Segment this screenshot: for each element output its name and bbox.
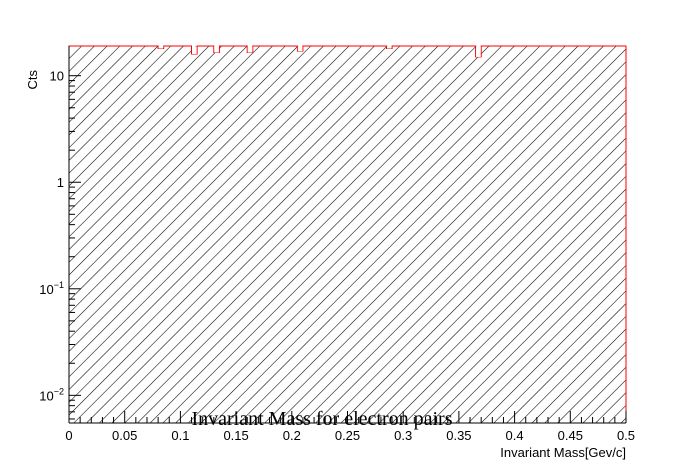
histogram-bin-gap — [158, 46, 164, 49]
histogram-bin-gap — [192, 46, 197, 54]
y-tick-label: 10 — [50, 69, 64, 84]
x-tick-label: 0 — [65, 428, 72, 443]
x-tick-label: 0.45 — [558, 428, 583, 443]
x-tick-label: 0.3 — [394, 428, 412, 443]
x-tick-label: 0.25 — [335, 428, 360, 443]
y-axis-label: Cts — [25, 70, 40, 90]
y-tick-label: 10−1 — [39, 280, 64, 297]
x-tick-label: 0.1 — [171, 428, 189, 443]
y-tick-label: 10−2 — [39, 386, 64, 403]
chart-title: Invariant Mass for electron pairs — [191, 408, 452, 430]
histogram-bin-gap — [297, 46, 303, 52]
y-tick-label: 1 — [57, 175, 64, 190]
x-tick-label: 0.05 — [112, 428, 137, 443]
histogram-bin-gap — [476, 46, 481, 57]
histogram-bin-gap — [214, 46, 219, 53]
x-tick-label: 0.5 — [617, 428, 635, 443]
histogram-fill — [69, 46, 626, 423]
histogram-bin-gap — [386, 46, 392, 49]
histogram-bin-gap — [247, 46, 253, 53]
x-tick-label: 0.2 — [283, 428, 301, 443]
x-axis-label: Invariant Mass[Gev/c] — [500, 445, 626, 460]
x-tick-label: 0.4 — [506, 428, 524, 443]
x-tick-label: 0.15 — [223, 428, 248, 443]
x-tick-label: 0.35 — [446, 428, 471, 443]
